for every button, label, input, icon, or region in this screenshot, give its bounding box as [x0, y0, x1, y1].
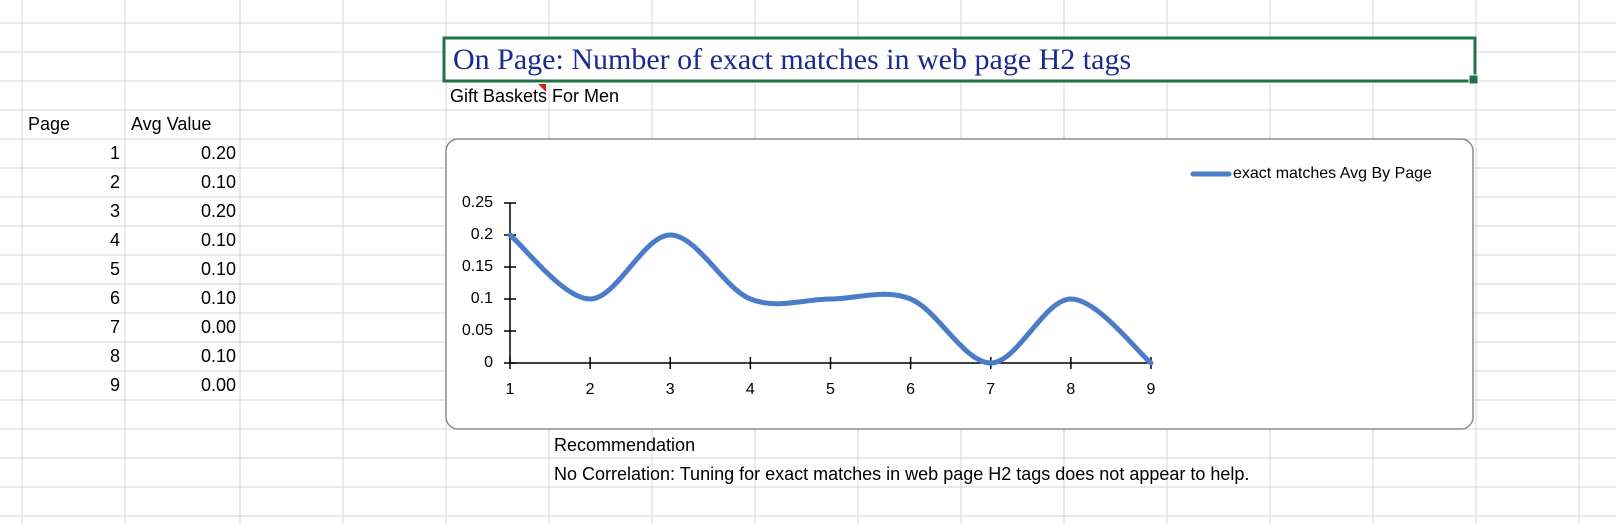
recommendation-heading[interactable]: Recommendation: [554, 435, 695, 455]
recommendation-text[interactable]: No Correlation: Tuning for exact matches…: [554, 464, 1249, 484]
page-cell: 5: [110, 259, 120, 279]
sheet-title[interactable]: On Page: Number of exact matches in web …: [453, 43, 1131, 76]
page-cell: 3: [110, 201, 120, 221]
value-cell: 0.10: [201, 346, 236, 366]
x-tick-label: 7: [986, 381, 995, 398]
x-tick-label: 8: [1066, 381, 1075, 398]
selected-cell[interactable]: [442, 36, 1477, 83]
value-cell: 0.10: [201, 259, 236, 279]
value-cell: 0.10: [201, 288, 236, 308]
y-tick-label: 0.05: [462, 322, 493, 339]
x-tick-label: 1: [506, 381, 515, 398]
subtitle[interactable]: Gift Baskets For Men: [450, 86, 619, 106]
x-tick-label: 6: [906, 381, 915, 398]
y-tick-label: 0.15: [462, 258, 493, 275]
y-tick-label: 0: [484, 354, 493, 371]
series-line: [507, 232, 1154, 366]
value-cell: 0.10: [201, 172, 236, 192]
legend-label: exact matches Avg By Page: [1233, 165, 1432, 182]
x-tick-label: 9: [1147, 381, 1156, 398]
y-tick-label: 0.25: [462, 194, 493, 211]
value-cell: 0.20: [201, 201, 236, 221]
comment-indicator: [538, 84, 546, 92]
fill-handle[interactable]: [1468, 74, 1479, 85]
page-cell: 9: [110, 375, 120, 395]
y-tick-label: 0.2: [471, 226, 493, 243]
x-tick-label: 4: [746, 381, 755, 398]
y-tick-label: 0.1: [471, 290, 493, 307]
page-cell: 8: [110, 346, 120, 366]
x-tick-label: 5: [826, 381, 835, 398]
chart-frame[interactable]: [445, 138, 1474, 430]
x-tick-label: 2: [586, 381, 595, 398]
page-cell: 2: [110, 172, 120, 192]
value-cell: 0.00: [201, 375, 236, 395]
value-cell: 0.00: [201, 317, 236, 337]
column-header: Avg Value: [131, 114, 211, 134]
column-header: Page: [28, 114, 70, 134]
x-tick-label: 3: [666, 381, 675, 398]
page-cell: 7: [110, 317, 120, 337]
value-cell: 0.10: [201, 230, 236, 250]
page-cell: 4: [110, 230, 120, 250]
page-cell: 1: [110, 143, 120, 163]
page-cell: 6: [110, 288, 120, 308]
value-cell: 0.20: [201, 143, 236, 163]
